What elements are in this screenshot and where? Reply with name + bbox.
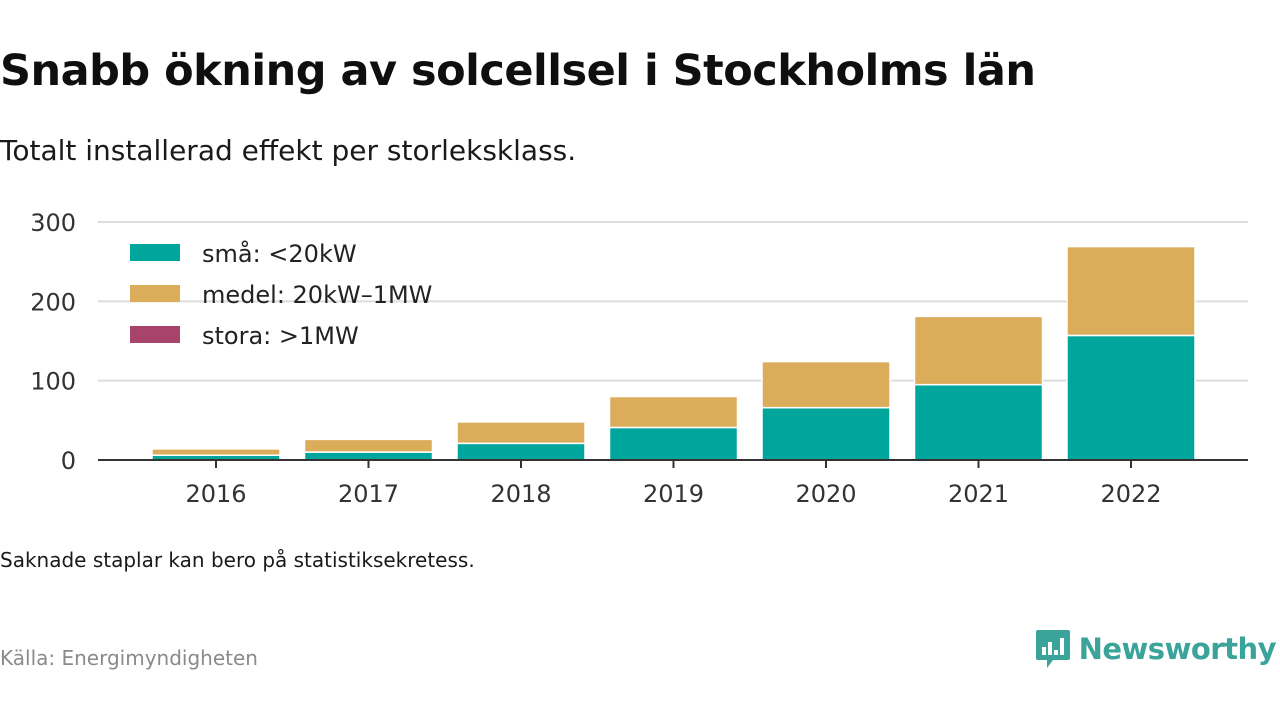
legend-label-2: stora: >1MW: [202, 322, 359, 350]
y-tick-label: 300: [30, 209, 76, 237]
bar-segment-2022-series-0: [1066, 334, 1196, 461]
x-tick-label: 2021: [948, 480, 1009, 508]
bar-segment-2020-series-1: [761, 360, 891, 409]
y-tick-labels: 0 100 200 300: [30, 209, 76, 475]
bar-segment-2021-series-1: [913, 315, 1044, 386]
footnote: Saknade staplar kan bero på statistiksek…: [0, 548, 475, 572]
y-tick-label: 100: [30, 368, 76, 396]
bars: [151, 245, 1196, 461]
bar-segment-2019-series-0: [608, 426, 739, 461]
legend: små: <20kW medel: 20kW–1MW stora: >1MW: [130, 239, 432, 350]
x-tick-label: 2018: [490, 480, 551, 508]
bar-segment-2020-series-0: [761, 406, 891, 461]
newsworthy-logo-icon: [1035, 630, 1070, 668]
source-credit: Källa: Energimyndigheten: [0, 646, 258, 670]
x-tick-label: 2016: [185, 480, 246, 508]
x-tick-label: 2017: [338, 480, 399, 508]
chart-title: Snabb ökning av solcellsel i Stockholms …: [0, 46, 1036, 96]
x-tick-label: 2022: [1100, 480, 1161, 508]
legend-swatch-0: [130, 244, 180, 261]
newsworthy-logo: Newsworthy: [1035, 628, 1277, 670]
x-tick-label: 2019: [643, 480, 704, 508]
x-tick-label: 2020: [795, 480, 856, 508]
newsworthy-logo-text: Newsworthy: [1078, 632, 1277, 666]
legend-swatch-2: [130, 326, 180, 343]
bar-segment-2018-series-0: [456, 442, 586, 461]
y-tick-label: 0: [61, 447, 76, 475]
legend-label-0: små: <20kW: [202, 239, 357, 268]
gridlines: [98, 221, 1248, 382]
legend-label-1: medel: 20kW–1MW: [202, 281, 432, 309]
bar-segment-2018-series-1: [456, 421, 586, 445]
legend-swatch-1: [130, 285, 180, 302]
bar-segment-2016-series-1: [151, 448, 281, 456]
bar-segment-2019-series-1: [608, 395, 739, 429]
x-tick-labels: 2016 2017 2018 2019 2020 2021 2022: [185, 480, 1161, 508]
bar-segment-2021-series-0: [913, 383, 1044, 461]
bar-segment-2022-series-1: [1066, 245, 1196, 337]
bar-segment-2017-series-0: [303, 451, 434, 461]
bar-segment-2017-series-1: [303, 438, 434, 453]
x-tick-marks: [215, 460, 1132, 468]
chart-subtitle: Totalt installerad effekt per storlekskl…: [0, 134, 577, 167]
y-tick-label: 200: [30, 288, 76, 316]
